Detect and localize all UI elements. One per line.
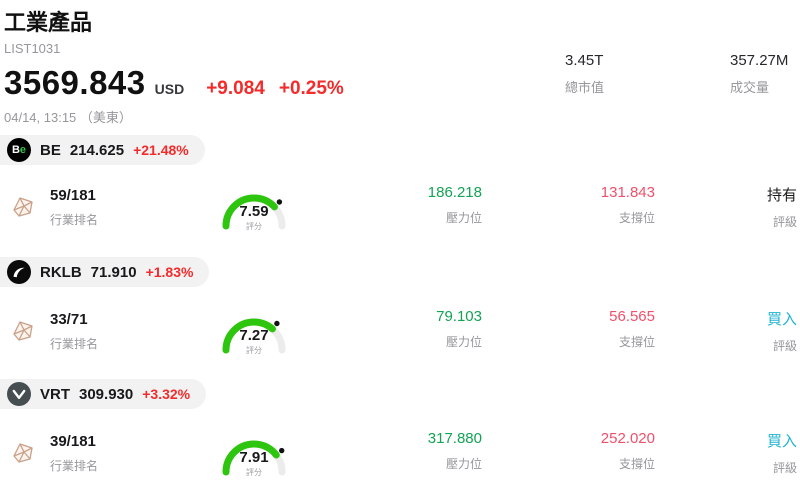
- score-gauge: 7.27 評分: [214, 306, 294, 356]
- list-code: LIST1031: [4, 41, 61, 56]
- vertiv-logo: [7, 382, 31, 406]
- index-change-percent: +0.25%: [278, 78, 344, 99]
- score-caption: 評分: [246, 468, 262, 477]
- stock-row: 33/71 行業排名 7.27 評分 79.103 壓力位 56.565: [0, 289, 800, 381]
- volume-label: 成交量: [730, 80, 770, 95]
- rating-label: 評級: [772, 215, 797, 229]
- industry-rank: 59/181 行業排名: [50, 187, 128, 228]
- score-gauge: 7.91 評分: [214, 428, 294, 478]
- score-gauge: 7.59 評分: [214, 182, 294, 232]
- market-cap-stat: 3.45T 總市值: [565, 52, 604, 96]
- stock-change: +1.83%: [145, 264, 194, 280]
- resistance-label: 壓力位: [445, 335, 482, 349]
- rank-label: 行業排名: [50, 336, 99, 351]
- stock-row: 59/181 行業排名 7.59 評分 186.218 壓力位 131.843: [0, 165, 800, 257]
- support-value: 56.565: [609, 308, 655, 325]
- rank-value: 33/71: [50, 310, 88, 328]
- ticker: RKLB: [40, 263, 82, 281]
- volume-value: 357.27M: [730, 52, 789, 69]
- rank-value: 39/181: [50, 432, 96, 450]
- rank-label: 行業排名: [50, 458, 99, 473]
- level-columns: 317.880 壓力位 252.020 支撐位 買入 評級: [295, 430, 797, 476]
- industry-rank: 33/71 行業排名: [50, 311, 128, 352]
- industry-gem-icon: [10, 194, 36, 220]
- industry-rank: 39/181 行業排名: [50, 433, 128, 474]
- ticker: BE: [40, 141, 61, 159]
- stock-row: 39/181 行業排名 7.91 評分 317.880 壓力位 252.020: [0, 411, 800, 488]
- resistance-value: 186.218: [427, 184, 482, 201]
- support-value: 131.843: [600, 184, 655, 201]
- index-summary: 工業產品 LIST1031 3569.843 USD +9.084 +0.25%…: [0, 0, 800, 135]
- support-value: 252.020: [600, 430, 655, 447]
- volume-stat: 357.27M 成交量: [730, 52, 788, 96]
- score-caption: 評分: [246, 346, 262, 355]
- rating-value: 買入: [766, 433, 797, 450]
- resistance-column: 79.103 壓力位: [295, 308, 482, 354]
- rating-column: 買入 評級: [655, 430, 797, 476]
- level-columns: 79.103 壓力位 56.565 支撐位 買入 評級: [295, 308, 797, 354]
- support-column: 252.020 支撐位: [482, 430, 655, 476]
- rating-label: 評級: [772, 339, 797, 353]
- page-title: 工業產品: [4, 10, 93, 35]
- stock-price: 71.910: [90, 263, 137, 281]
- index-change-amount: +9.084: [206, 78, 265, 99]
- support-label: 支撐位: [618, 211, 655, 225]
- support-label: 支撐位: [618, 335, 655, 349]
- resistance-value: 317.880: [427, 430, 482, 447]
- rating-value: 買入: [766, 311, 797, 328]
- rocket-lab-logo: [7, 260, 31, 284]
- rating-column: 持有 評級: [655, 184, 797, 230]
- score-value: 7.27: [239, 327, 269, 344]
- resistance-value: 79.103: [436, 308, 482, 325]
- rating-value: 持有: [766, 187, 797, 204]
- rating-label: 評級: [772, 461, 797, 475]
- industry-gem-icon: [10, 440, 36, 466]
- quote-timestamp: 04/14, 13:15 （美東）: [4, 110, 132, 125]
- support-column: 56.565 支撐位: [482, 308, 655, 354]
- support-label: 支撐位: [618, 457, 655, 471]
- industry-gem-icon: [10, 318, 36, 344]
- ticker: VRT: [40, 385, 70, 403]
- stock-change: +21.48%: [133, 142, 189, 158]
- rank-value: 59/181: [50, 186, 96, 204]
- currency-label: USD: [154, 81, 185, 97]
- rating-column: 買入 評級: [655, 308, 797, 354]
- market-cap-label: 總市值: [565, 80, 605, 95]
- resistance-label: 壓力位: [445, 211, 482, 225]
- resistance-label: 壓力位: [445, 457, 482, 471]
- stock-section-rklb[interactable]: RKLB 71.910 +1.83% 33/71 行業排名 7.27 評分: [0, 257, 800, 379]
- resistance-column: 317.880 壓力位: [295, 430, 482, 476]
- index-price: 3569.843: [4, 64, 146, 101]
- stock-change: +3.32%: [142, 386, 191, 402]
- stock-header-vrt[interactable]: VRT 309.930 +3.32%: [0, 379, 207, 409]
- rank-label: 行業排名: [50, 212, 99, 227]
- stock-section-vrt[interactable]: VRT 309.930 +3.32% 39/181 行業排名 7.91 評分: [0, 379, 800, 488]
- stock-price: 309.930: [79, 385, 134, 403]
- score-value: 7.59: [239, 203, 269, 220]
- support-column: 131.843 支撐位: [482, 184, 655, 230]
- stock-header-rklb[interactable]: RKLB 71.910 +1.83%: [0, 257, 210, 287]
- index-price-row: 3569.843 USD +9.084 +0.25%: [4, 64, 800, 102]
- resistance-column: 186.218 壓力位: [295, 184, 482, 230]
- market-cap-value: 3.45T: [565, 52, 604, 69]
- score-value: 7.91: [239, 449, 269, 466]
- stock-price: 214.625: [69, 141, 125, 159]
- level-columns: 186.218 壓力位 131.843 支撐位 持有 評級: [295, 184, 797, 230]
- score-caption: 評分: [246, 222, 262, 231]
